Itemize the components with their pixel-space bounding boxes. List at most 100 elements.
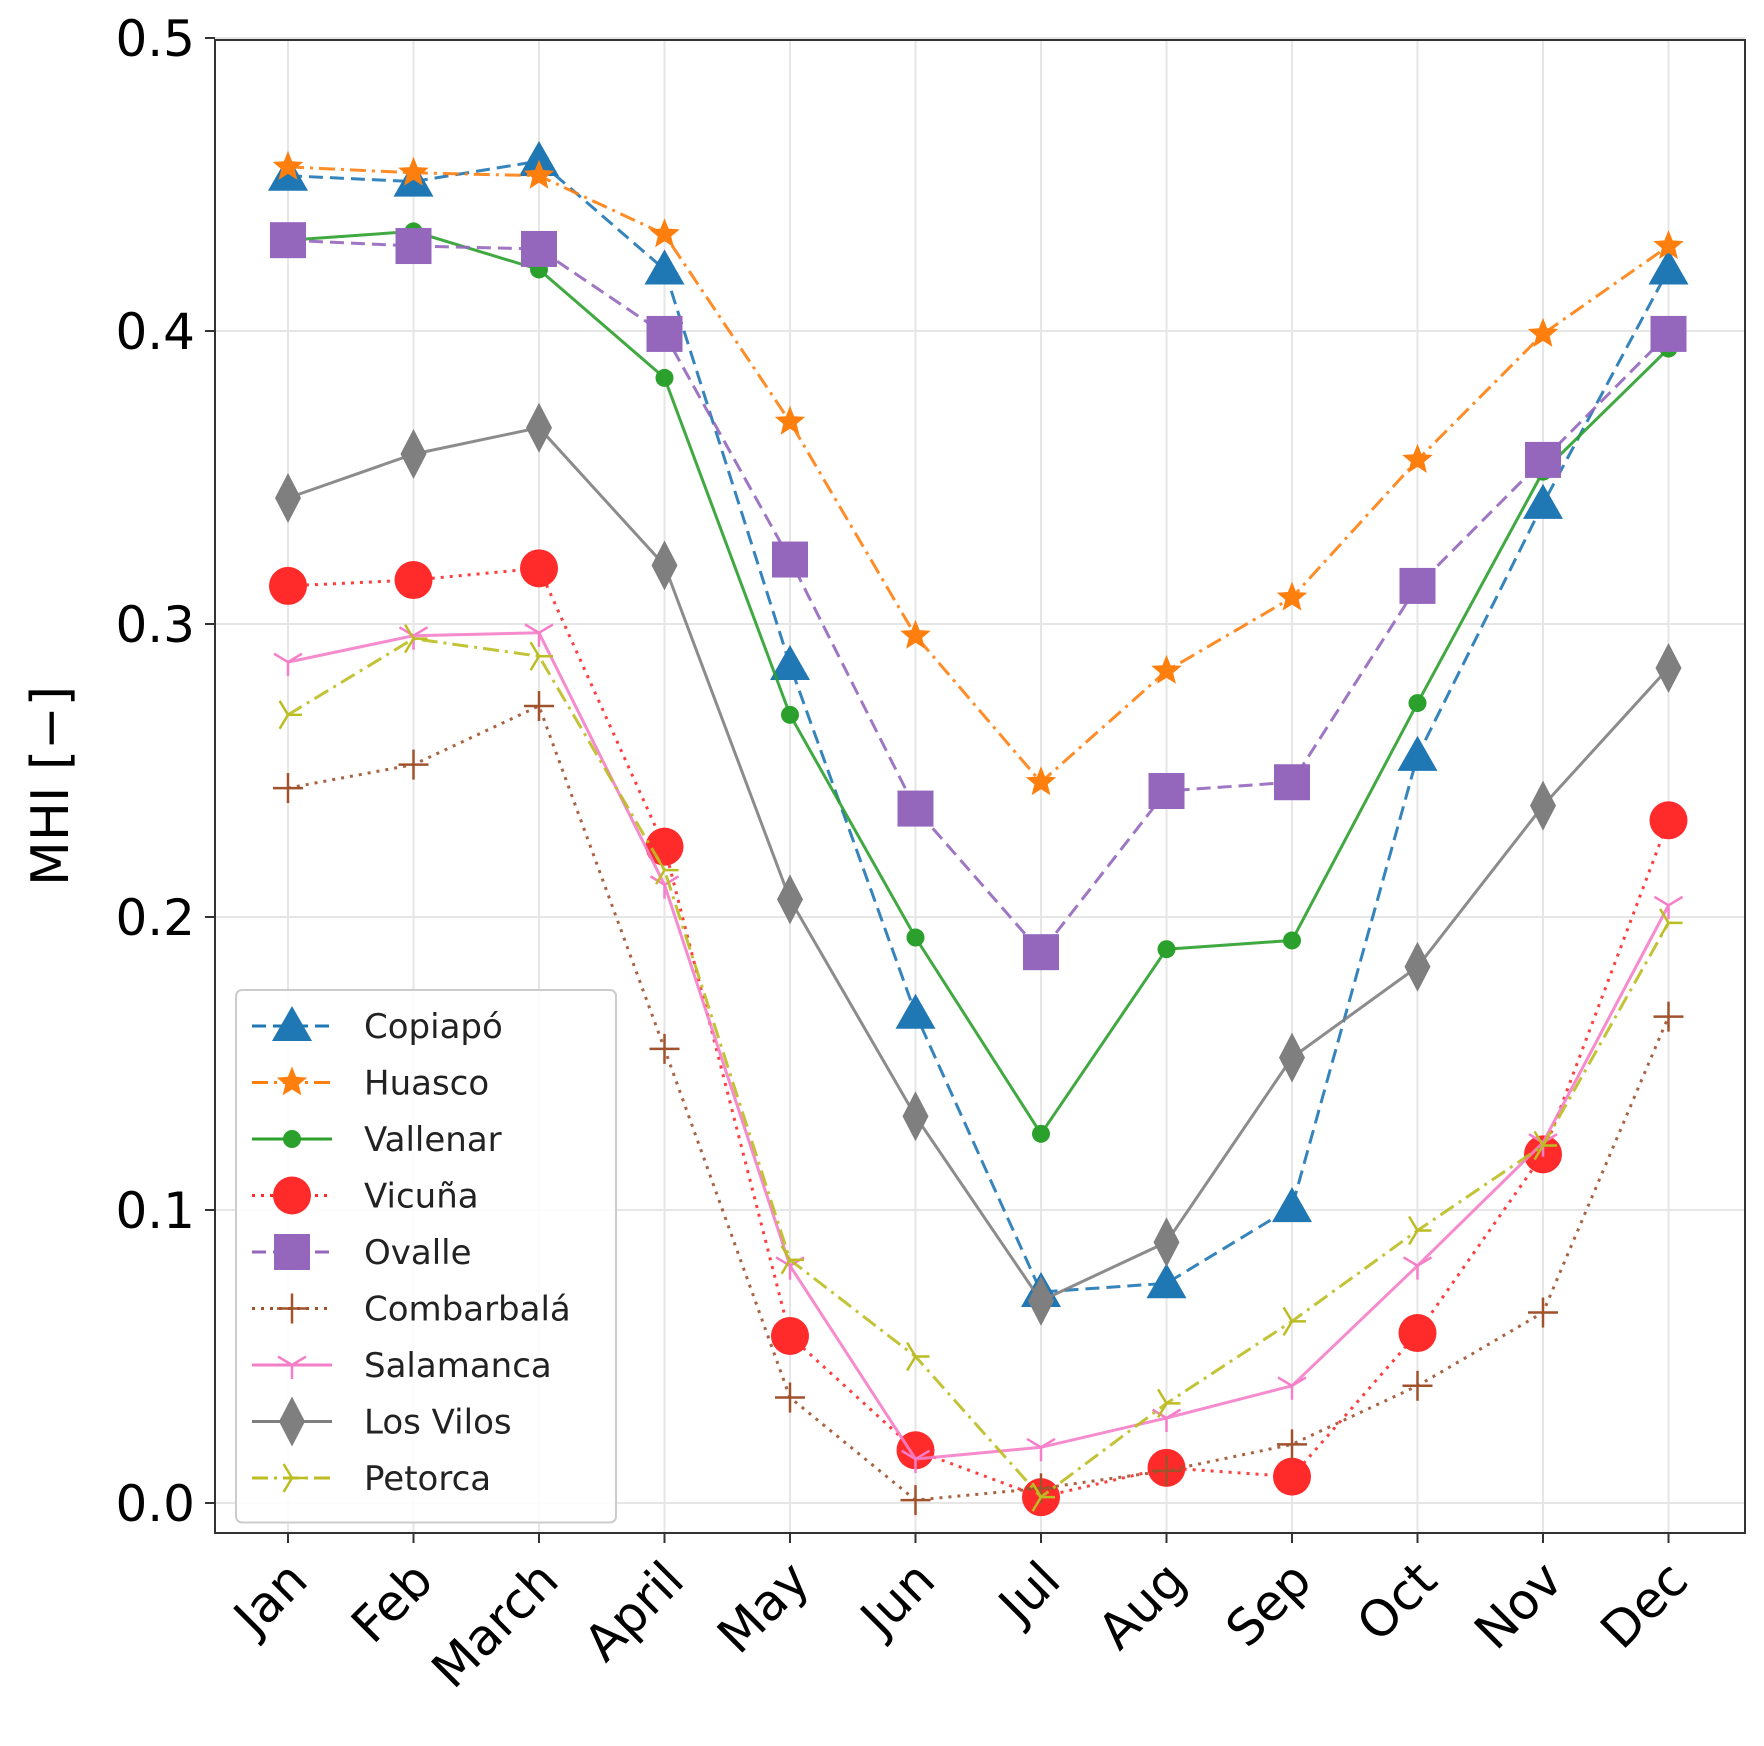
series-line-vicuna [287, 566, 1670, 1499]
circle-marker-shape [394, 561, 433, 600]
data-point-petorca [780, 1245, 804, 1275]
legend-marker-salamanca [277, 1355, 307, 1379]
triangle-marker-shape [519, 141, 559, 177]
star-marker-shape [1527, 317, 1559, 347]
data-point-petorca [1659, 908, 1683, 938]
series-huasco [272, 150, 1684, 796]
star-marker-shape [774, 405, 806, 435]
data-point-huasco [900, 619, 931, 649]
data-point-combarbala [1528, 1297, 1558, 1328]
star-marker-shape [1151, 654, 1182, 684]
circle-marker-shape [906, 928, 925, 947]
data-point-vallenar [655, 368, 674, 387]
legend-entry-petorca: Petorca [252, 1459, 491, 1499]
data-point-ovalle [646, 315, 683, 352]
data-point-copiapo [644, 249, 685, 285]
data-point-petorca [1157, 1388, 1181, 1419]
data-point-los-vilos [902, 1091, 929, 1142]
series-petorca [278, 624, 1683, 1512]
triangle-marker-shape [1146, 1263, 1187, 1299]
series-line-los-vilos [287, 426, 1670, 1303]
legend-marker-huasco [276, 1066, 308, 1096]
legend-label: Salamanca [364, 1346, 552, 1386]
data-point-vallenar [1283, 931, 1301, 950]
circle-marker-shape [269, 566, 307, 605]
star-marker-shape [1025, 766, 1057, 796]
square-marker-shape [395, 228, 432, 265]
data-point-huasco [1151, 654, 1182, 684]
legend-entry-vallenar: Vallenar [252, 1120, 502, 1160]
y-tick-label: 0.3 [115, 596, 195, 654]
data-point-huasco [649, 218, 680, 248]
data-point-huasco [1025, 766, 1057, 796]
data-point-huasco [523, 159, 555, 189]
square-marker-shape [521, 230, 557, 267]
circle-marker-shape [1283, 931, 1301, 950]
data-point-salamanca [273, 652, 303, 677]
triangle-marker-shape [770, 645, 810, 681]
y-tick-label: 0.5 [115, 10, 195, 68]
star-marker-shape [1653, 230, 1684, 259]
legend-box [235, 989, 617, 1524]
data-point-copiapo [1146, 1263, 1187, 1299]
data-point-vicuna [1273, 1457, 1311, 1496]
square-marker-shape [897, 790, 934, 827]
data-point-vallenar [781, 705, 799, 724]
data-point-ovalle [270, 222, 306, 259]
data-point-combarbala [1277, 1429, 1307, 1460]
data-point-petorca [1031, 1482, 1055, 1512]
series-ovalle [270, 222, 1687, 971]
data-point-los-vilos [275, 473, 301, 524]
data-point-los-vilos [1530, 780, 1556, 831]
data-point-ovalle [1023, 934, 1059, 971]
diamond-marker-shape [902, 1091, 929, 1142]
series-vicuna [269, 549, 1688, 1517]
triangle-marker-shape [895, 993, 936, 1029]
data-point-vicuna [1649, 801, 1688, 840]
diamond-marker-shape [526, 402, 552, 453]
circle-marker-shape [1157, 940, 1176, 959]
circle-marker-shape [781, 705, 799, 724]
series-line-petorca [287, 637, 1670, 1500]
diamond-marker-shape [1530, 780, 1556, 831]
data-point-ovalle [1650, 315, 1687, 352]
data-point-huasco [1527, 317, 1559, 347]
square-marker-shape [270, 222, 306, 259]
circle-marker-shape [1398, 1314, 1437, 1353]
triangle-marker-shape [644, 249, 685, 285]
circle-marker-shape [1408, 694, 1427, 713]
legend: Copiapó Huasco Vallenar Vicuña Ovalle Combarb… [235, 989, 617, 1524]
legend-label: Ovalle [364, 1233, 472, 1273]
y-axis-title: MHI [−] [21, 686, 81, 886]
y-tick-label: 0.2 [115, 889, 195, 947]
data-point-vicuna [520, 549, 558, 588]
series-los-vilos [275, 402, 1682, 1326]
data-point-copiapo [519, 141, 559, 177]
star-marker-shape [1402, 443, 1433, 473]
y-tick-label: 0.1 [115, 1182, 195, 1240]
diamond-marker-shape [279, 1396, 305, 1447]
data-point-ovalle [521, 230, 557, 267]
star-marker-shape [523, 159, 555, 189]
star-marker-shape [398, 156, 429, 186]
data-point-los-vilos [1655, 642, 1682, 693]
data-point-ovalle [395, 228, 432, 265]
data-point-combarbala [398, 749, 429, 780]
square-marker-shape [1274, 764, 1310, 801]
data-point-combarbala [1653, 1001, 1684, 1032]
data-point-vicuna [394, 561, 433, 600]
legend-label: Combarbalá [364, 1290, 571, 1330]
data-point-salamanca [649, 875, 680, 899]
series-layer [268, 141, 1689, 1517]
data-point-combarbala [524, 691, 554, 722]
data-point-copiapo [1272, 1187, 1312, 1223]
data-point-salamanca [900, 1449, 931, 1474]
data-point-copiapo [770, 645, 810, 681]
legend-entry-salamanca: Salamanca [252, 1346, 552, 1386]
circle-marker-shape [655, 368, 674, 387]
data-point-vallenar [1032, 1124, 1050, 1143]
data-point-los-vilos [526, 402, 552, 453]
data-point-vicuna [771, 1316, 809, 1355]
square-marker-shape [1650, 315, 1687, 352]
diamond-marker-shape [651, 540, 678, 591]
